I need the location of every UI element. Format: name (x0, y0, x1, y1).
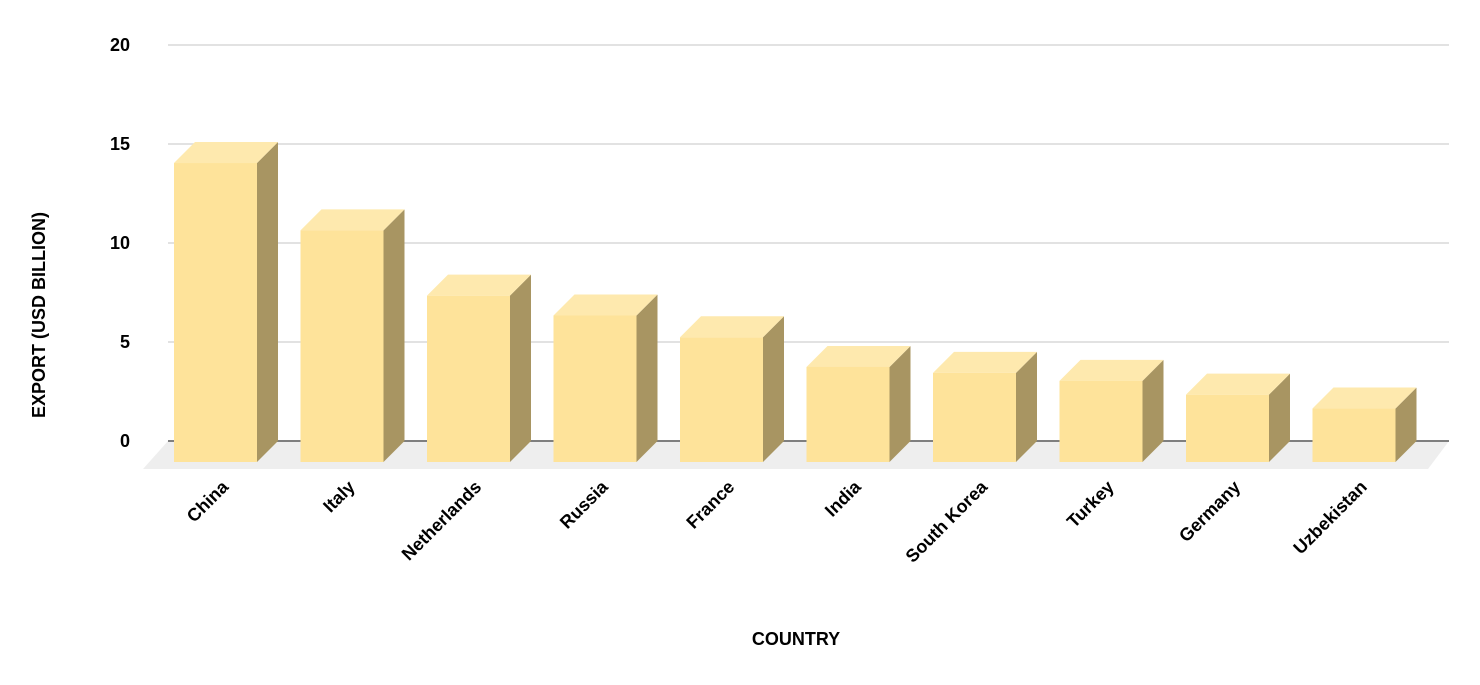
bar-front (1059, 380, 1143, 462)
bar-side (510, 274, 531, 462)
bar-russia (553, 294, 658, 462)
bar-netherlands (427, 274, 531, 462)
bar-turkey (1059, 359, 1164, 462)
bar-side (257, 142, 278, 462)
bar-front (1186, 394, 1269, 462)
x-tick-label: Russia (556, 476, 613, 533)
x-tick-label: France (682, 477, 738, 533)
bar-side (636, 294, 658, 462)
bar-top (174, 142, 278, 164)
bars (174, 142, 1417, 462)
y-tick-labels: 0 5 10 15 20 (110, 35, 130, 451)
bar-top (1186, 373, 1290, 395)
bar-france (680, 316, 784, 462)
y-tick-label: 20 (110, 35, 130, 55)
bar-front (1312, 408, 1396, 462)
y-tick-label: 15 (110, 134, 130, 154)
bar-front (174, 163, 257, 462)
x-axis-title: COUNTRY (752, 629, 840, 649)
bar-front (427, 295, 510, 462)
x-tick-label: Netherlands (398, 477, 486, 565)
x-tick-label: China (183, 476, 233, 526)
x-tick-label: India (821, 476, 866, 521)
bar-side (1142, 359, 1164, 462)
x-tick-label: Italy (319, 477, 359, 517)
bar-china (174, 142, 278, 462)
bar-side (1395, 387, 1417, 462)
x-tick-labels: China Italy Netherlands Russia France India So… (183, 476, 1371, 567)
x-tick-label: Uzbekistan (1289, 477, 1370, 558)
bar-top (553, 294, 658, 316)
bar-front (553, 315, 637, 462)
bar-side (763, 316, 784, 462)
y-tick-label: 5 (120, 332, 130, 352)
y-tick-label: 0 (120, 431, 130, 451)
bar-front (933, 372, 1016, 462)
bar-top (806, 345, 911, 367)
bar-top (427, 274, 531, 296)
bar-south-korea (933, 351, 1037, 462)
bar-top (680, 316, 784, 338)
x-tick-label: Turkey (1063, 477, 1118, 532)
y-tick-label: 10 (110, 233, 130, 253)
bar-side (1269, 373, 1290, 462)
bar-front (300, 230, 384, 462)
bar-top (300, 209, 405, 231)
bar-uzbekistan (1312, 387, 1417, 462)
bar-italy (300, 209, 405, 462)
bar-top (933, 351, 1037, 373)
x-tick-label: Germany (1175, 477, 1244, 546)
bar-germany (1186, 373, 1290, 462)
bar-side (1016, 351, 1037, 462)
bar-india (806, 345, 911, 462)
x-tick-label: South Korea (902, 476, 993, 567)
bar-side (889, 345, 911, 462)
bar-front (680, 337, 763, 462)
bar-front (806, 366, 890, 462)
y-axis-title: EXPORT (USD BILLION) (29, 212, 49, 418)
bar-side (383, 209, 405, 462)
bar-top (1059, 359, 1164, 381)
bar-top (1312, 387, 1417, 409)
